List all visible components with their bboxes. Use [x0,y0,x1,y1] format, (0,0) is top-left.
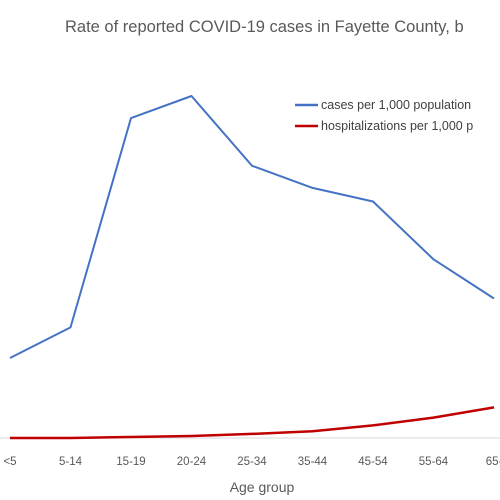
x-tick-label: <5 [3,456,16,468]
x-tick-label: 5-14 [59,456,83,468]
x-tick-label: 20-24 [177,456,207,468]
x-tick-label: 15-19 [116,456,145,468]
x-tick-label: 65- [486,456,500,468]
legend-label-hospitalizations: hospitalizations per 1,000 p [321,119,473,133]
x-tick-labels: <5 5-14 15-19 20-24 25-34 35-44 45-54 55-64 65- [3,456,500,468]
x-tick-label: 25-34 [237,456,267,468]
chart-title: Rate of reported COVID-19 cases in Fayet… [65,18,464,36]
x-axis-label: Age group [230,479,295,495]
series-line-0 [9,95,495,359]
series-line-1 [10,406,495,440]
legend: cases per 1,000 population hospitalizati… [295,98,473,133]
legend-label-cases: cases per 1,000 population [321,98,471,112]
x-tick-label: 35-44 [298,456,328,468]
series-layer [9,95,495,440]
x-tick-label: 55-64 [419,456,449,468]
x-tick-label: 45-54 [358,456,388,468]
